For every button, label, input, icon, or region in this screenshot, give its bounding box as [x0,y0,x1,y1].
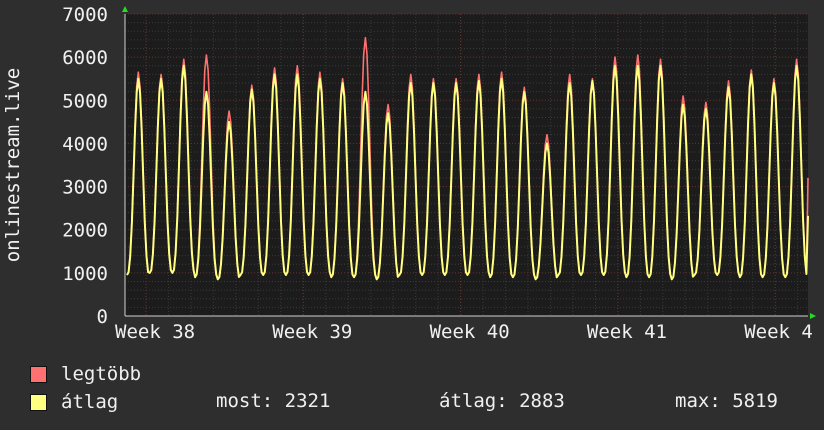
y-axis-title: onlinestream.live [2,67,24,263]
stat-max: max: 5819 [675,390,778,412]
legend-label-max: legtöbb [61,363,142,385]
legend-swatch-avg [30,393,47,411]
legend-item-avg: átlag [30,390,118,414]
y-axis-arrow [122,6,128,12]
stat-average-value: 2883 [519,390,565,412]
x-tick-label: Week 39 [272,321,352,343]
stat-current-label: most: [216,390,274,412]
series-line-avg [126,64,809,281]
x-tick-label: Week 40 [430,321,510,343]
x-tick-label: Week 38 [115,321,195,343]
y-tick-label: 2000 [62,220,108,242]
axes [122,6,816,319]
x-tick-label: Week 41 [587,321,667,343]
y-axis-title-wrap: onlinestream.live [0,0,28,340]
y-tick-label: 3000 [62,177,108,199]
y-tick-label: 1000 [62,263,108,285]
y-tick-label: 6000 [62,47,108,69]
legend-item-max: legtöbb [30,362,141,386]
stat-max-value: 5819 [732,390,778,412]
y-tick-label: 5000 [62,90,108,112]
y-tick-label: 4000 [62,133,108,155]
series [126,36,809,281]
stat-max-label: max: [675,390,721,412]
y-tick-labels: 0 1000 2000 3000 4000 5000 6000 7000 [62,4,108,328]
y-tick-label: 0 [97,306,108,328]
x-tick-labels: Week 38 Week 39 Week 40 Week 41 Week 4 [115,321,813,343]
stat-current-value: 2321 [284,390,331,412]
stat-current: most: 2321 [216,390,330,412]
x-axis-arrow [810,313,816,319]
legend-swatch-max [30,365,47,383]
y-tick-label: 7000 [62,4,108,26]
plot-area [125,14,808,316]
stat-average: átlag: 2883 [439,390,565,412]
x-tick-label: Week 4 [744,321,813,343]
legend-label-avg: átlag [61,391,119,413]
stat-average-label: átlag: [439,390,508,412]
